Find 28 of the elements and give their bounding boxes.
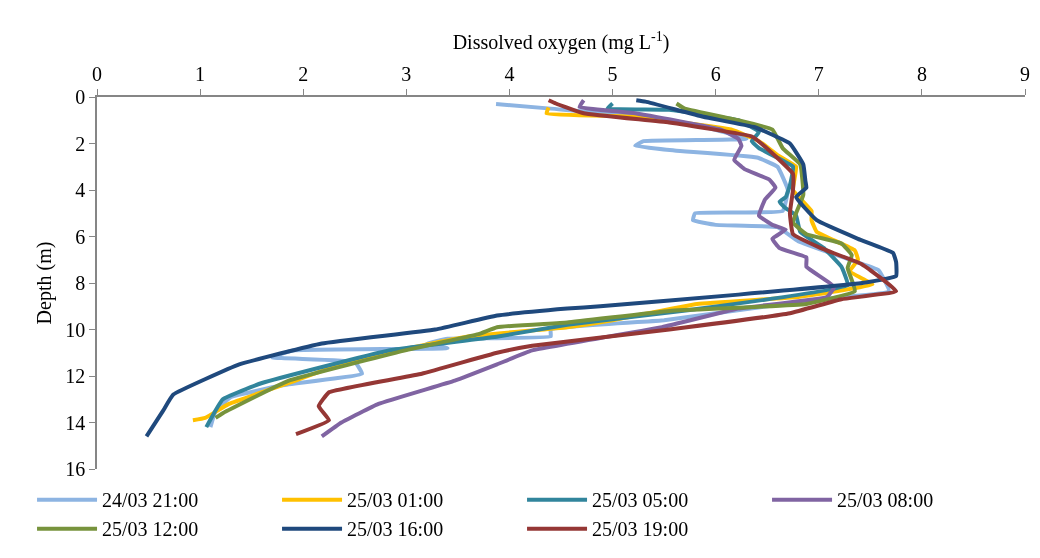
x-tick-label: 5 [607,63,618,86]
x-tick-label: 9 [1020,63,1030,86]
x-tick-label: 8 [916,63,927,86]
x-tick-label: 6 [710,63,721,86]
y-tick-label: 12 [65,365,86,387]
y-tick-label: 2 [75,132,86,155]
legend-label: 25/03 08:00 [837,489,934,512]
legend-label: 25/03 19:00 [592,518,689,541]
x-tick-label: 0 [92,63,102,86]
legend-label: 25/03 12:00 [102,518,199,541]
y-axis-title: Depth (m) [33,241,57,325]
x-tick-label: 2 [298,63,309,86]
x-axis-title: Dissolved oxygen (mg L$^{-1}$) [452,28,670,55]
x-tick-label: 3 [401,63,412,86]
legend-label: 25/03 01:00 [347,489,444,512]
x-tick-label: 7 [813,63,824,86]
y-tick-label: 14 [65,411,86,434]
legend-label: 25/03 16:00 [347,518,444,541]
y-tick-label: 6 [75,225,86,248]
x-tick-label: 1 [195,63,206,86]
y-tick-label: 4 [75,179,86,201]
y-tick-label: 10 [65,318,86,341]
y-tick-label: 0 [75,86,86,108]
x-tick-label: 4 [504,63,515,86]
y-tick-label: 8 [75,272,86,294]
y-tick-label: 16 [65,458,86,480]
legend-label: 24/03 21:00 [102,489,199,512]
legend-label: 25/03 05:00 [592,489,689,512]
